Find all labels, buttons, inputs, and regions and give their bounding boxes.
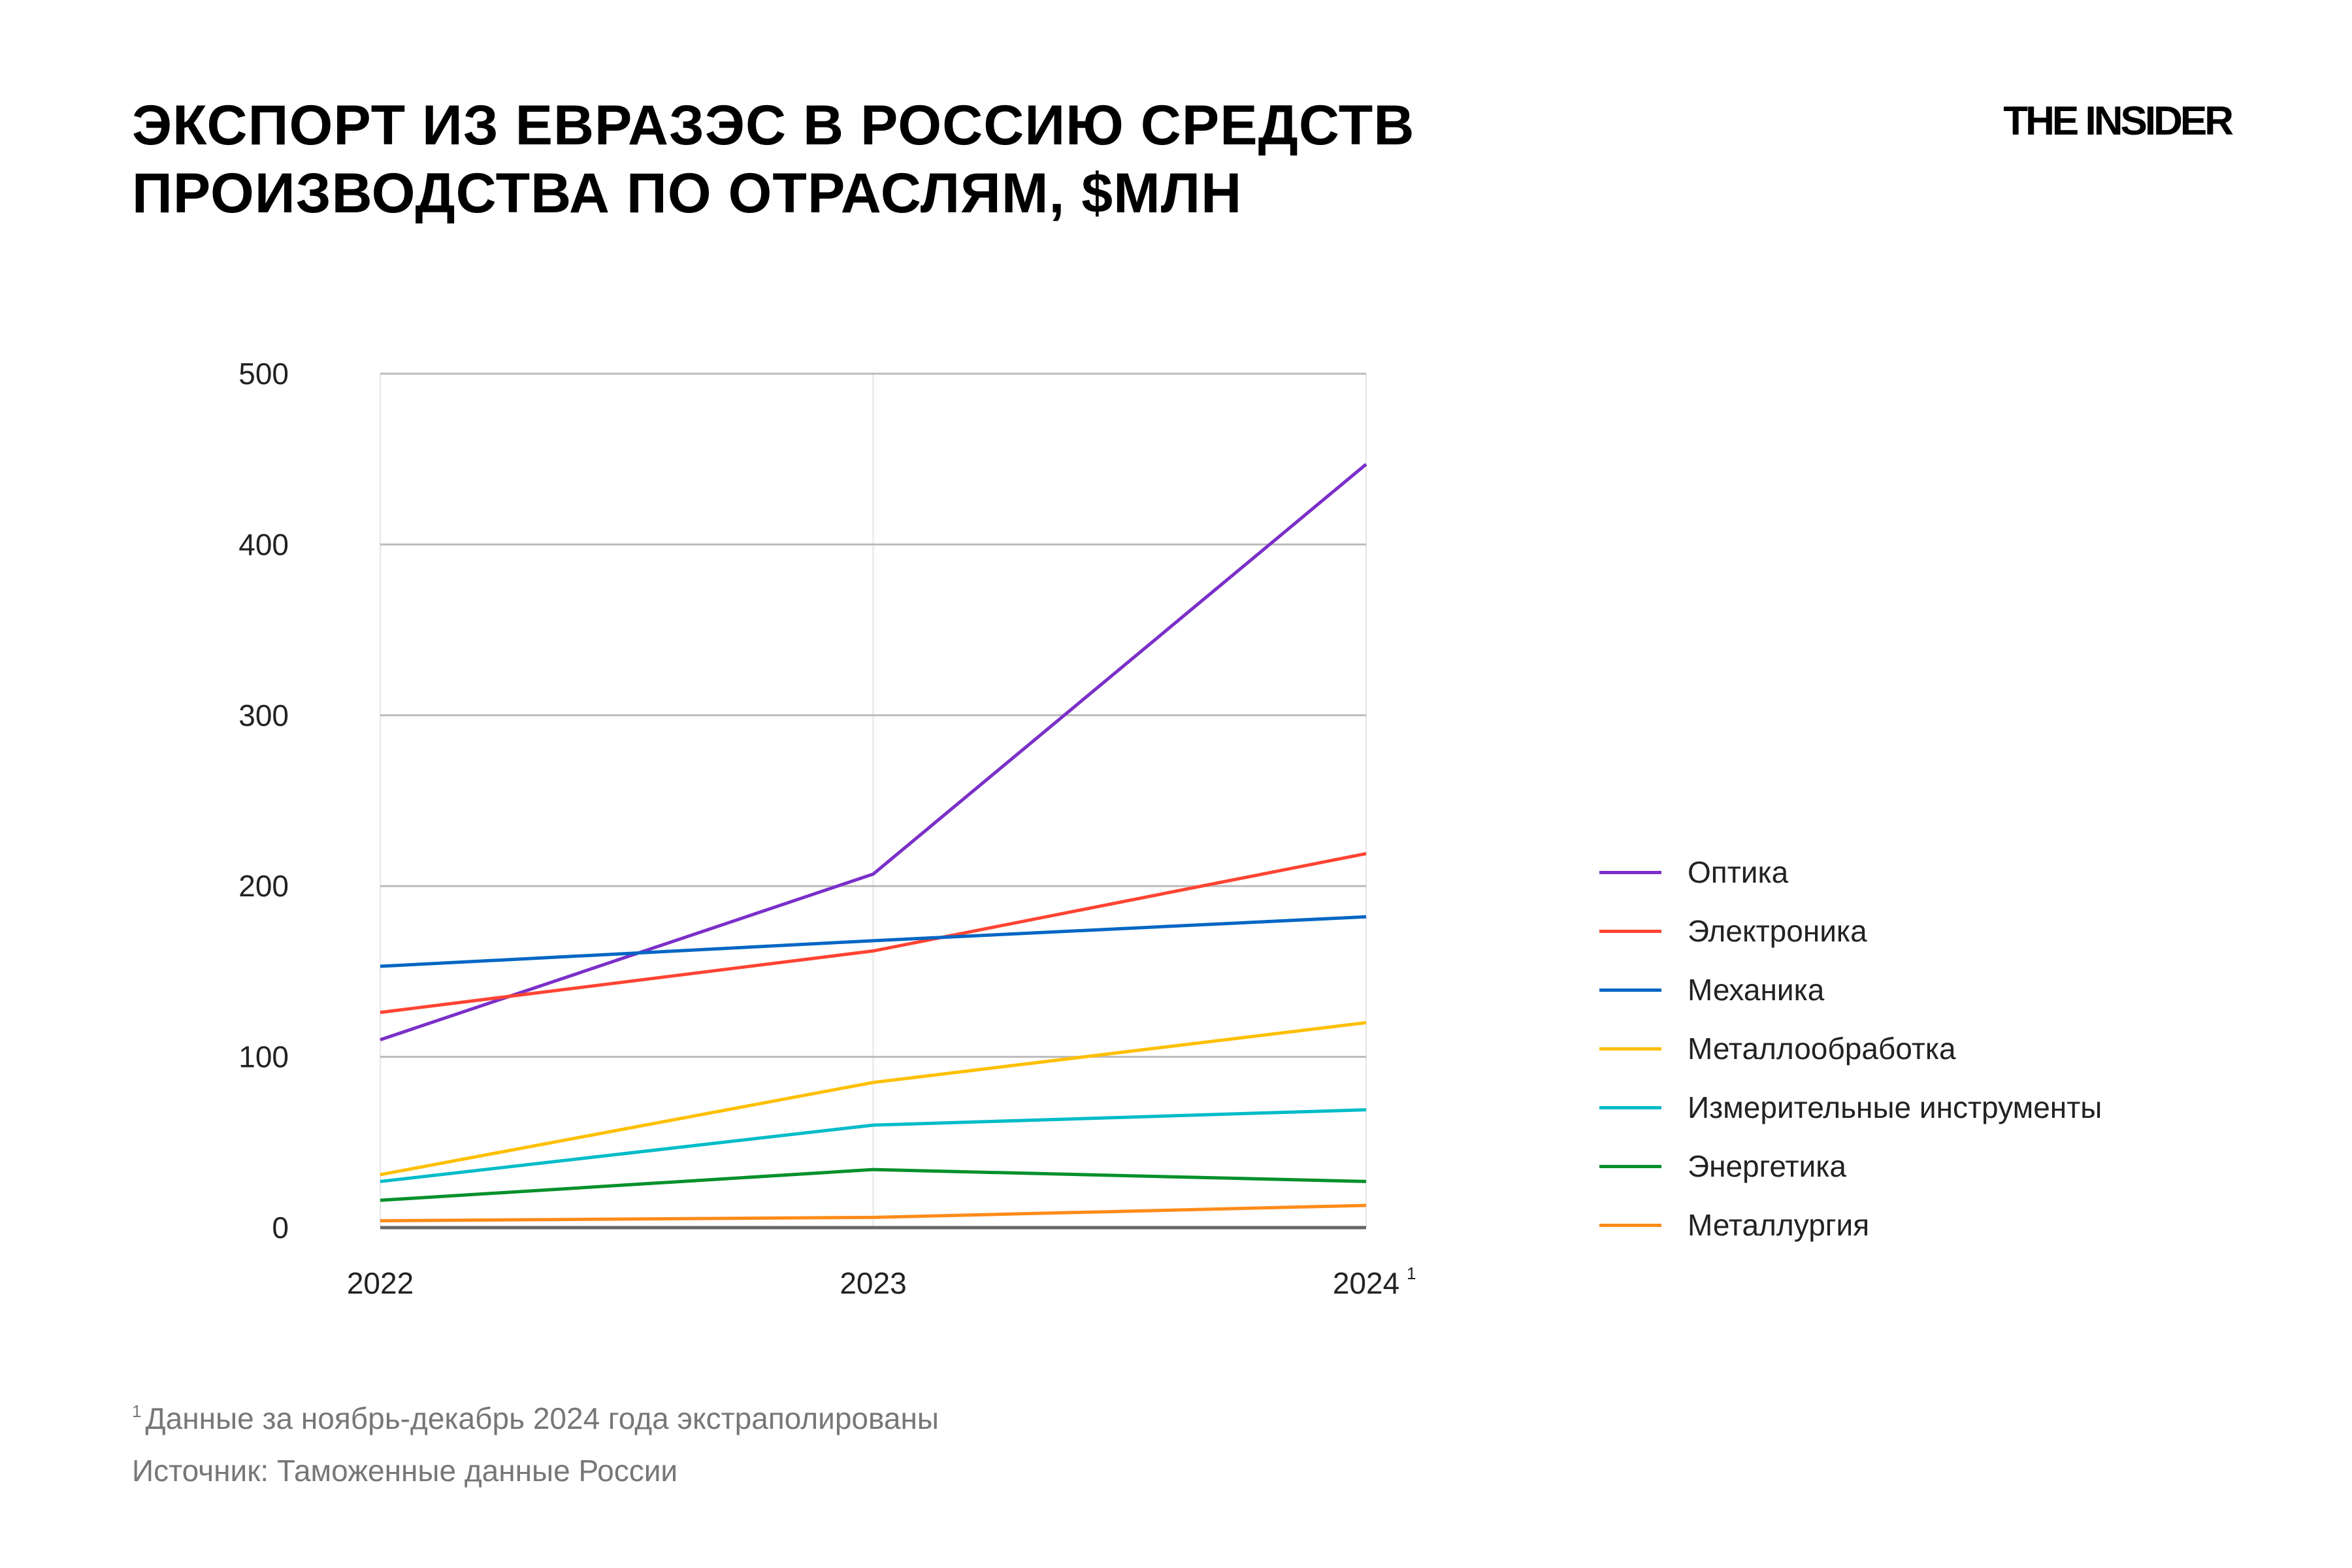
- legend-label: Измерительные инструменты: [1688, 1090, 2102, 1124]
- title-line-1: ЭКСПОРТ ИЗ ЕВРАЗЭС В РОССИЮ СРЕДСТВ: [132, 94, 1415, 157]
- legend-item: Металлообработка: [1599, 1019, 2102, 1078]
- legend-label: Энергетика: [1688, 1149, 1846, 1183]
- legend-swatch: [1599, 1164, 1661, 1168]
- legend-label: Оптика: [1688, 855, 1789, 889]
- legend: Оптика Электроника Механика Металлообработк…: [1599, 843, 2102, 1254]
- legend-swatch: [1599, 929, 1661, 933]
- x-tick-label: 2022: [347, 1266, 414, 1300]
- y-tick-label: 100: [238, 1040, 289, 1074]
- y-tick-label: 300: [238, 698, 289, 732]
- y-tick-label: 400: [238, 527, 289, 561]
- legend-item: Механика: [1599, 960, 2102, 1019]
- legend-swatch: [1599, 1223, 1661, 1227]
- y-tick-label: 0: [272, 1211, 289, 1245]
- legend-item: Металлургия: [1599, 1196, 2102, 1254]
- y-tick-label: 200: [238, 869, 289, 903]
- legend-item: Измерительные инструменты: [1599, 1078, 2102, 1137]
- series-line: [380, 1168, 1367, 1202]
- series-line: [380, 852, 1367, 1015]
- the-insider-logo: THE INSIDER: [2003, 99, 2234, 144]
- x-tick-superscript: 1: [1407, 1264, 1416, 1283]
- legend-label: Механика: [1688, 973, 1825, 1007]
- legend-item: Электроника: [1599, 902, 2102, 960]
- series-line: [380, 915, 1367, 968]
- legend-swatch: [1599, 988, 1661, 992]
- y-tick-label: 500: [238, 357, 289, 391]
- footnote-text: Данные за ноябрь-декабрь 2024 года экстр…: [145, 1401, 939, 1435]
- series-line: [380, 1108, 1367, 1183]
- series-line: [380, 1203, 1367, 1223]
- series-line: [380, 463, 1367, 1041]
- x-tick-label: 2023: [840, 1266, 906, 1300]
- footnote-mark: 1: [132, 1401, 142, 1421]
- legend-label: Металлообработка: [1688, 1032, 1956, 1066]
- legend-item: Энергетика: [1599, 1137, 2102, 1196]
- footnote: 1 Данные за ноябрь-декабрь 2024 года экст…: [132, 1385, 939, 1445]
- chart-title: ЭКСПОРТ ИЗ ЕВРАЗЭС В РОССИЮ СРЕДСТВ ПРОИ…: [132, 91, 1414, 227]
- legend-swatch: [1599, 1047, 1661, 1051]
- series-line: [380, 1021, 1367, 1177]
- footer: 1 Данные за ноябрь-декабрь 2024 года экст…: [132, 1385, 939, 1497]
- legend-label: Металлургия: [1688, 1208, 1870, 1242]
- legend-swatch: [1599, 870, 1661, 874]
- title-line-2: ПРОИЗВОДСТВА ПО ОТРАСЛЯМ, $МЛН: [132, 162, 1243, 225]
- x-tick-label: 2024: [1333, 1266, 1399, 1300]
- source-text: Источник: Таможенные данные России: [132, 1454, 678, 1488]
- legend-label: Электроника: [1688, 914, 1867, 948]
- legend-item: Оптика: [1599, 843, 2102, 902]
- legend-swatch: [1599, 1105, 1661, 1109]
